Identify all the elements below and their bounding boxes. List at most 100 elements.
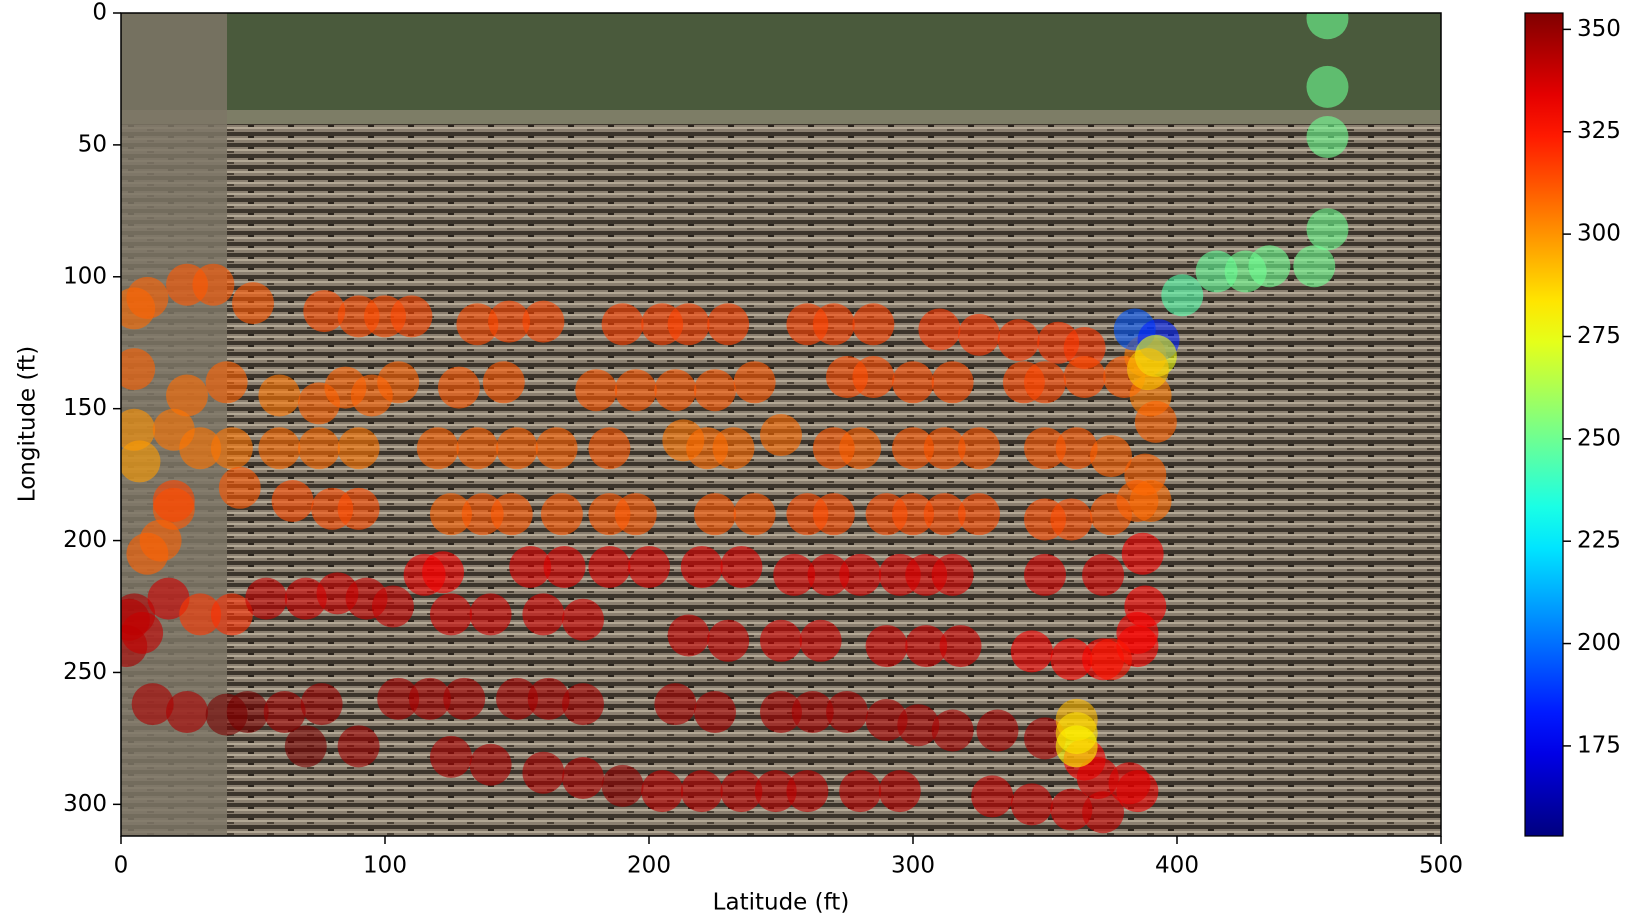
y-tick-label: 0 [92,0,107,26]
point [192,264,234,306]
colorbar-tick-label: 325 [1577,118,1621,144]
point [786,770,828,812]
point [1135,401,1177,443]
point [541,493,583,535]
point [285,725,327,767]
point [377,361,419,403]
point [668,303,710,345]
point [126,277,168,319]
point [976,709,1018,751]
point [681,546,723,588]
point [1122,533,1164,575]
point [654,369,696,411]
point [522,752,564,794]
point [998,319,1040,361]
point [227,691,269,733]
x-tick-label: 100 [363,853,407,879]
point [438,367,480,409]
point [211,427,253,469]
point [1248,245,1290,287]
point [602,303,644,345]
point [852,356,894,398]
point [338,488,380,530]
point [940,625,982,667]
point [232,282,274,324]
point [113,348,155,390]
point [417,427,459,469]
colorbar-tick-label: 250 [1577,425,1621,451]
point [575,369,617,411]
point [372,586,414,628]
point [734,493,776,535]
point [562,599,604,641]
y-tick-label: 50 [78,131,107,157]
point [1306,208,1348,250]
point [430,736,472,778]
point [1124,586,1166,628]
point [1108,762,1150,804]
point [1024,361,1066,403]
x-axis-label: Latitude (ft) [713,890,850,916]
point [496,427,538,469]
point [245,578,287,620]
point [536,427,578,469]
point [958,493,1000,535]
colorbar-tick-label: 175 [1577,732,1621,758]
point [839,427,881,469]
point [602,765,644,807]
point [470,593,512,635]
point [839,770,881,812]
point [734,361,776,403]
point [707,303,749,345]
point [1127,348,1169,390]
point [298,427,340,469]
point [443,678,485,720]
point [562,683,604,725]
point [422,551,464,593]
point [1161,274,1203,316]
point [1130,480,1172,522]
point [338,427,380,469]
point [694,369,736,411]
point [522,301,564,343]
point [654,683,696,725]
y-tick-label: 250 [63,659,107,685]
point [1064,356,1106,398]
point [694,493,736,535]
point [121,612,163,654]
point [932,361,974,403]
x-tick-label: 300 [891,853,935,879]
point [456,427,498,469]
point [668,615,710,657]
point [1011,783,1053,825]
point [140,520,182,562]
point [522,593,564,635]
point [470,744,512,786]
point [760,414,802,456]
point [206,361,248,403]
point [588,546,630,588]
point [118,440,160,482]
y-tick-label: 150 [63,395,107,421]
point [166,691,208,733]
colorbar-tick-label: 300 [1577,221,1621,247]
point [958,314,1000,356]
point [219,467,261,509]
point [813,493,855,535]
point [483,361,525,403]
colorbar-tick-label: 275 [1577,323,1621,349]
point [681,770,723,812]
point [491,493,533,535]
point [1056,725,1098,767]
point [588,427,630,469]
x-tick-label: 400 [1155,853,1199,879]
point [338,725,380,767]
point [641,770,683,812]
point [628,546,670,588]
y-axis-label: Longitude (ft) [15,346,41,502]
point [852,303,894,345]
point [258,427,300,469]
point [430,593,472,635]
point [712,427,754,469]
point [932,554,974,596]
